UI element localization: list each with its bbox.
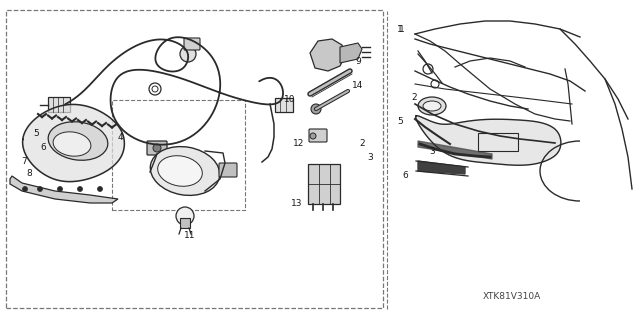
Circle shape [176,207,194,225]
Text: 5: 5 [33,130,39,138]
Circle shape [97,187,102,191]
FancyBboxPatch shape [48,97,70,112]
Bar [112,100,245,210]
Text: 6: 6 [402,172,408,181]
Circle shape [310,133,316,139]
Ellipse shape [53,132,91,156]
Text: 10: 10 [284,95,296,105]
Text: 9: 9 [355,57,361,66]
Circle shape [311,104,321,114]
Polygon shape [340,43,362,63]
Text: 3: 3 [429,147,435,157]
FancyBboxPatch shape [308,164,340,204]
FancyBboxPatch shape [309,129,327,142]
Text: 11: 11 [184,231,196,240]
Circle shape [58,187,63,191]
Text: 13: 13 [291,198,303,207]
Text: 8: 8 [26,168,32,177]
FancyBboxPatch shape [275,98,293,112]
Text: 14: 14 [352,81,364,91]
Text: 1: 1 [397,26,403,34]
Circle shape [180,46,196,62]
Text: 7: 7 [21,157,27,166]
Ellipse shape [423,101,441,111]
Text: 12: 12 [293,138,305,147]
Ellipse shape [418,97,446,115]
Circle shape [77,187,83,191]
Text: 1: 1 [399,26,405,34]
Text: 4: 4 [117,133,123,143]
Circle shape [38,187,42,191]
Text: 2: 2 [411,93,417,102]
FancyBboxPatch shape [147,141,167,155]
Polygon shape [416,116,561,165]
FancyBboxPatch shape [184,38,200,50]
Text: 5: 5 [397,116,403,125]
Ellipse shape [48,122,108,160]
Polygon shape [310,39,345,71]
FancyBboxPatch shape [219,163,237,177]
Ellipse shape [157,156,202,186]
Circle shape [22,187,28,191]
FancyBboxPatch shape [180,218,190,228]
Text: 6: 6 [40,143,46,152]
Polygon shape [10,176,118,203]
Text: XTK81V310A: XTK81V310A [483,292,541,301]
Polygon shape [418,141,492,159]
Bar [6,10,383,308]
Text: 2: 2 [359,139,365,149]
Polygon shape [418,161,465,174]
Polygon shape [22,104,124,182]
Ellipse shape [150,147,220,196]
Text: 3: 3 [367,152,373,161]
Circle shape [153,144,161,152]
